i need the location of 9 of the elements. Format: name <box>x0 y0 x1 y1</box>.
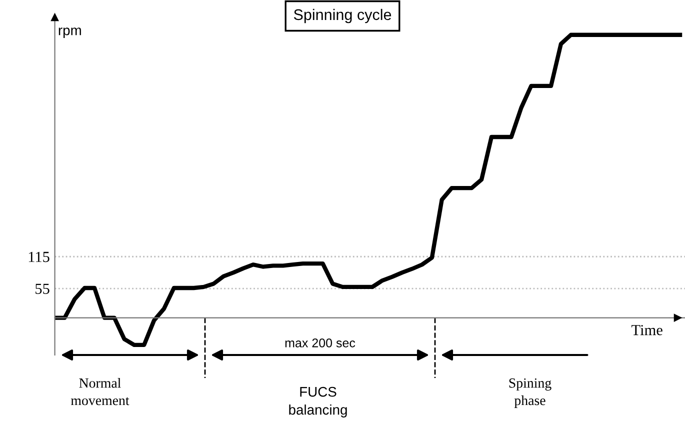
y-axis-title: rpm <box>58 28 81 38</box>
text: Normal movement <box>70 378 130 406</box>
chart-title: Spinning cycle <box>294 8 392 24</box>
annotation: max 200 sec <box>285 338 356 348</box>
text: FUCS balancing <box>289 386 347 418</box>
text: Spining phase <box>509 378 552 408</box>
y-tick-label: 55 <box>36 284 50 294</box>
y-tick-label: 115 <box>28 252 50 262</box>
x-axis-title: Time <box>632 324 662 336</box>
